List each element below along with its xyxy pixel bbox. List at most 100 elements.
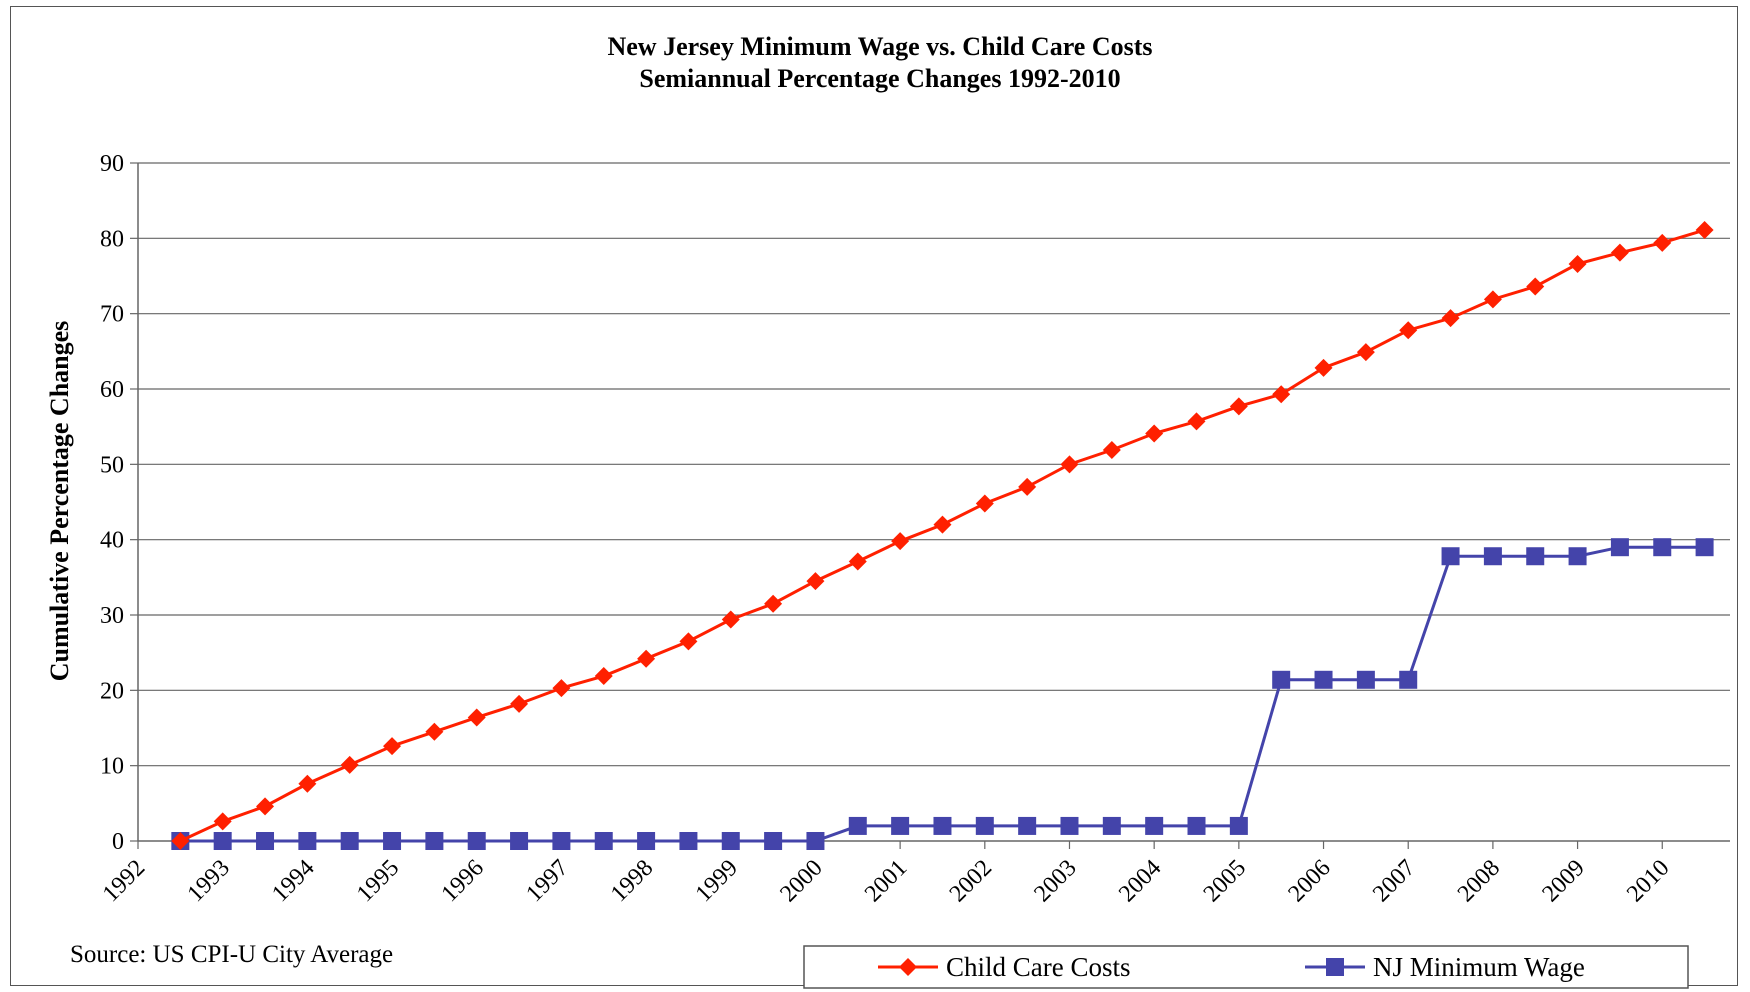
series-nj-minimum-wage bbox=[171, 538, 1714, 850]
data-point bbox=[1653, 233, 1672, 252]
legend-label: Child Care Costs bbox=[946, 952, 1131, 982]
x-tick-label: 1998 bbox=[606, 855, 658, 907]
legend: Child Care Costs NJ Minimum Wage bbox=[803, 945, 1689, 989]
data-point bbox=[764, 832, 783, 850]
data-point bbox=[975, 494, 994, 513]
y-tick-label: 70 bbox=[100, 302, 124, 328]
data-point bbox=[1145, 816, 1164, 835]
chart-title: New Jersey Minimum Wage vs. Child Care C… bbox=[607, 32, 1152, 61]
x-tick-label: 1999 bbox=[691, 855, 743, 907]
data-point bbox=[1145, 424, 1164, 443]
y-tick-label: 10 bbox=[100, 754, 124, 780]
y-tick-label: 30 bbox=[100, 603, 124, 629]
data-point bbox=[1610, 243, 1629, 262]
data-point bbox=[425, 832, 444, 850]
data-point bbox=[298, 832, 317, 850]
data-point bbox=[1187, 412, 1206, 431]
data-point bbox=[383, 832, 402, 850]
data-point bbox=[552, 832, 571, 850]
data-point bbox=[256, 797, 275, 816]
y-tick-label: 60 bbox=[100, 377, 124, 403]
data-point bbox=[1568, 254, 1587, 273]
y-tick-label: 0 bbox=[112, 829, 124, 855]
x-tick-label: 2008 bbox=[1453, 855, 1505, 907]
data-point bbox=[637, 649, 656, 668]
data-point bbox=[1483, 547, 1502, 566]
data-point bbox=[1526, 277, 1545, 296]
x-tick-label: 2009 bbox=[1537, 855, 1589, 907]
data-point bbox=[1568, 547, 1587, 566]
data-point bbox=[1314, 670, 1333, 689]
data-point bbox=[1060, 816, 1079, 835]
data-point bbox=[1314, 358, 1333, 377]
data-point bbox=[764, 594, 783, 613]
data-point bbox=[1399, 670, 1418, 689]
data-point bbox=[679, 832, 698, 850]
data-point bbox=[213, 812, 232, 831]
data-point bbox=[425, 722, 444, 741]
y-tick-label: 80 bbox=[100, 226, 124, 252]
axes bbox=[130, 162, 1730, 849]
data-point bbox=[933, 515, 952, 534]
y-tick-labels: 0 10 20 30 40 50 60 70 80 90 bbox=[100, 151, 124, 855]
data-point bbox=[848, 816, 867, 835]
chart-subtitle: Semiannual Percentage Changes 1992-2010 bbox=[639, 64, 1120, 93]
x-tick-label: 2005 bbox=[1199, 855, 1251, 907]
x-tick-label: 2000 bbox=[775, 855, 827, 907]
data-point bbox=[806, 832, 825, 850]
data-point bbox=[171, 832, 190, 850]
data-point bbox=[1695, 221, 1714, 240]
data-point bbox=[891, 816, 910, 835]
x-tick-label: 1995 bbox=[352, 855, 404, 907]
data-point bbox=[1102, 816, 1121, 835]
data-point bbox=[340, 755, 359, 774]
x-tick-label: 2010 bbox=[1622, 855, 1674, 907]
data-point bbox=[1526, 547, 1545, 566]
data-point bbox=[1272, 670, 1291, 689]
data-point bbox=[213, 832, 232, 850]
data-point bbox=[594, 667, 613, 686]
data-point bbox=[1695, 538, 1714, 557]
legend-marker bbox=[1326, 958, 1344, 976]
data-point bbox=[1018, 477, 1037, 496]
data-point bbox=[510, 832, 529, 850]
x-tick-label: 2007 bbox=[1368, 855, 1420, 907]
legend-box bbox=[803, 945, 1689, 989]
data-point bbox=[1441, 547, 1460, 566]
x-tick-labels: 1992 1993 1994 1995 1996 1997 1998 1999 2000 2001… bbox=[98, 855, 1675, 907]
legend-label: NJ Minimum Wage bbox=[1373, 952, 1585, 982]
source-note: Source: US CPI-U City Average bbox=[70, 941, 393, 968]
data-point bbox=[933, 816, 952, 835]
gridlines bbox=[138, 162, 1730, 767]
series bbox=[171, 221, 1714, 850]
series-line bbox=[179, 228, 1706, 843]
data-point bbox=[1399, 321, 1418, 340]
x-tick-label: 2004 bbox=[1114, 855, 1166, 907]
x-tick-label: 2003 bbox=[1029, 855, 1081, 907]
data-point bbox=[1187, 816, 1206, 835]
data-point bbox=[1441, 309, 1460, 328]
data-point bbox=[806, 572, 825, 591]
data-point bbox=[975, 816, 994, 835]
y-axis-label: Cumulative Percentage Changes bbox=[45, 321, 74, 682]
x-tick-label: 2001 bbox=[860, 855, 912, 907]
data-point bbox=[383, 737, 402, 756]
x-tick-label: 2002 bbox=[945, 855, 997, 907]
data-point bbox=[848, 552, 867, 571]
data-point bbox=[1610, 538, 1629, 557]
x-tick-label: 1997 bbox=[521, 855, 573, 907]
data-point bbox=[1102, 441, 1121, 460]
y-tick-label: 90 bbox=[100, 151, 124, 177]
data-point bbox=[1356, 343, 1375, 362]
data-point bbox=[1018, 816, 1037, 835]
data-point bbox=[637, 832, 656, 850]
x-tick-label: 1996 bbox=[437, 855, 489, 907]
data-point bbox=[510, 694, 529, 713]
y-tick-label: 40 bbox=[100, 528, 124, 554]
data-point bbox=[891, 532, 910, 551]
y-tick-label: 50 bbox=[100, 452, 124, 478]
data-point bbox=[1272, 385, 1291, 404]
data-point bbox=[298, 774, 317, 793]
data-point bbox=[1060, 455, 1079, 474]
